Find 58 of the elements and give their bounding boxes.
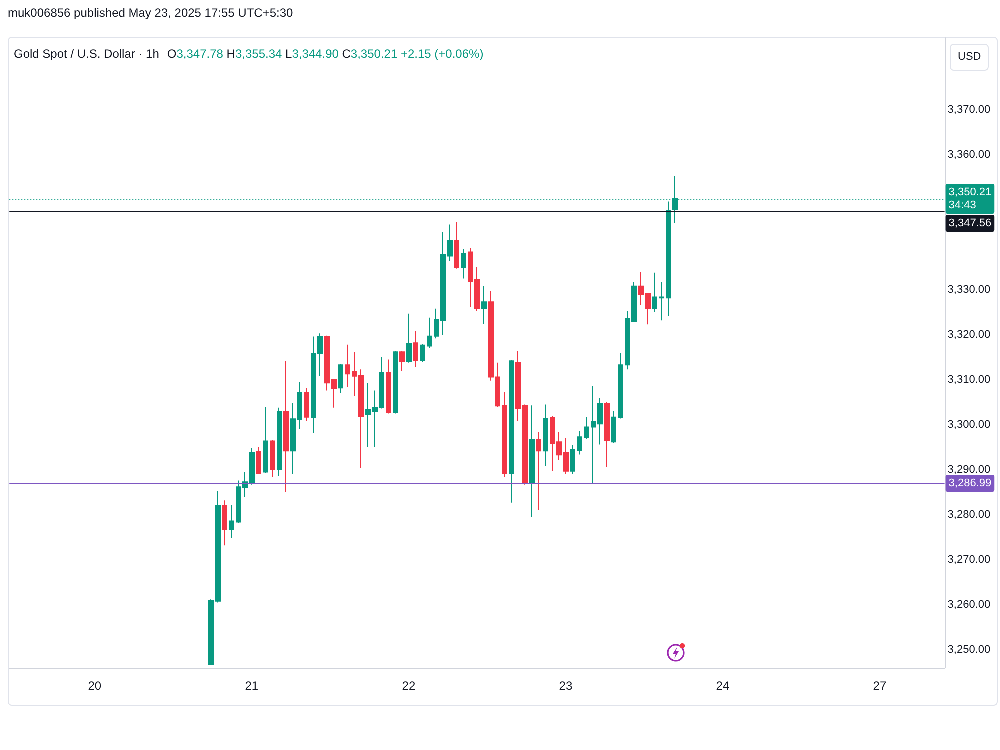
text: Gold Spot / U.S. Dollar · 1h [14,47,160,61]
x-tick-label: 27 [873,679,887,693]
y-tick-label: 3,280.00 [948,509,991,521]
candlestick [263,406,268,474]
candlestick [427,317,432,349]
y-tick-label: 3,270.00 [948,554,991,566]
candlestick [481,286,487,325]
candlestick [618,352,623,420]
x-tick-label: 22 [402,679,416,693]
candlestick [420,344,425,362]
candlestick [529,405,535,518]
candlestick [536,432,541,511]
y-tick-label: 3,310.00 [948,374,991,386]
ref-line-label: 3,286.99 [948,478,992,490]
candlestick [222,500,227,546]
candlestick [461,249,466,280]
y-tick-label: 3,300.00 [948,419,991,431]
y-tick-label: 3,250.00 [948,644,991,656]
candlestick [413,330,418,368]
candlestick [277,407,282,477]
candlestick [584,416,589,440]
candlestick [399,350,405,372]
x-tick-label: 24 [716,679,730,693]
text: muk006856 published May 23, 2025 17:55 UTC+5:30 [8,6,294,20]
candlestick [283,360,289,493]
candlestick [543,404,548,467]
text: O3,347.78 H3,355.34 L3,344.90 C3,350.21 +2.15 (+0.06%) [167,47,484,61]
ref-line-label: 3,347.56 [948,218,992,230]
candlestick [256,447,261,475]
y-axis-title: USD [950,44,990,71]
ref-line-label: 3,350.21 34:43 [948,186,992,212]
candlestick [338,364,343,394]
candlestick [270,440,275,478]
candlestick [577,430,582,456]
x-tick-label: 20 [88,679,102,693]
y-tick-label: 3,330.00 [948,284,991,296]
candlestick [229,505,234,538]
x-tick-label: 23 [559,679,573,693]
candlestick [652,272,657,313]
candlestick [502,392,507,478]
candlestick [604,402,610,468]
candlestick [454,222,459,270]
candlestick [386,359,391,414]
x-tick-label: 21 [245,679,259,693]
candlestick [666,201,671,318]
y-tick-label: 3,290.00 [948,464,991,476]
candlestick [611,411,616,444]
y-tick-label: 3,370.00 [948,104,991,116]
candlestick [406,313,412,364]
candlestick [393,350,398,414]
candlestick [345,344,350,388]
candlestick [570,444,575,475]
candlestick [659,282,664,322]
candlestick [509,360,514,504]
candlestick [304,388,309,422]
y-tick-label: 3,260.00 [948,599,991,611]
y-tick-label: 3,360.00 [948,149,991,161]
y-tick-label: 3,320.00 [948,329,991,341]
